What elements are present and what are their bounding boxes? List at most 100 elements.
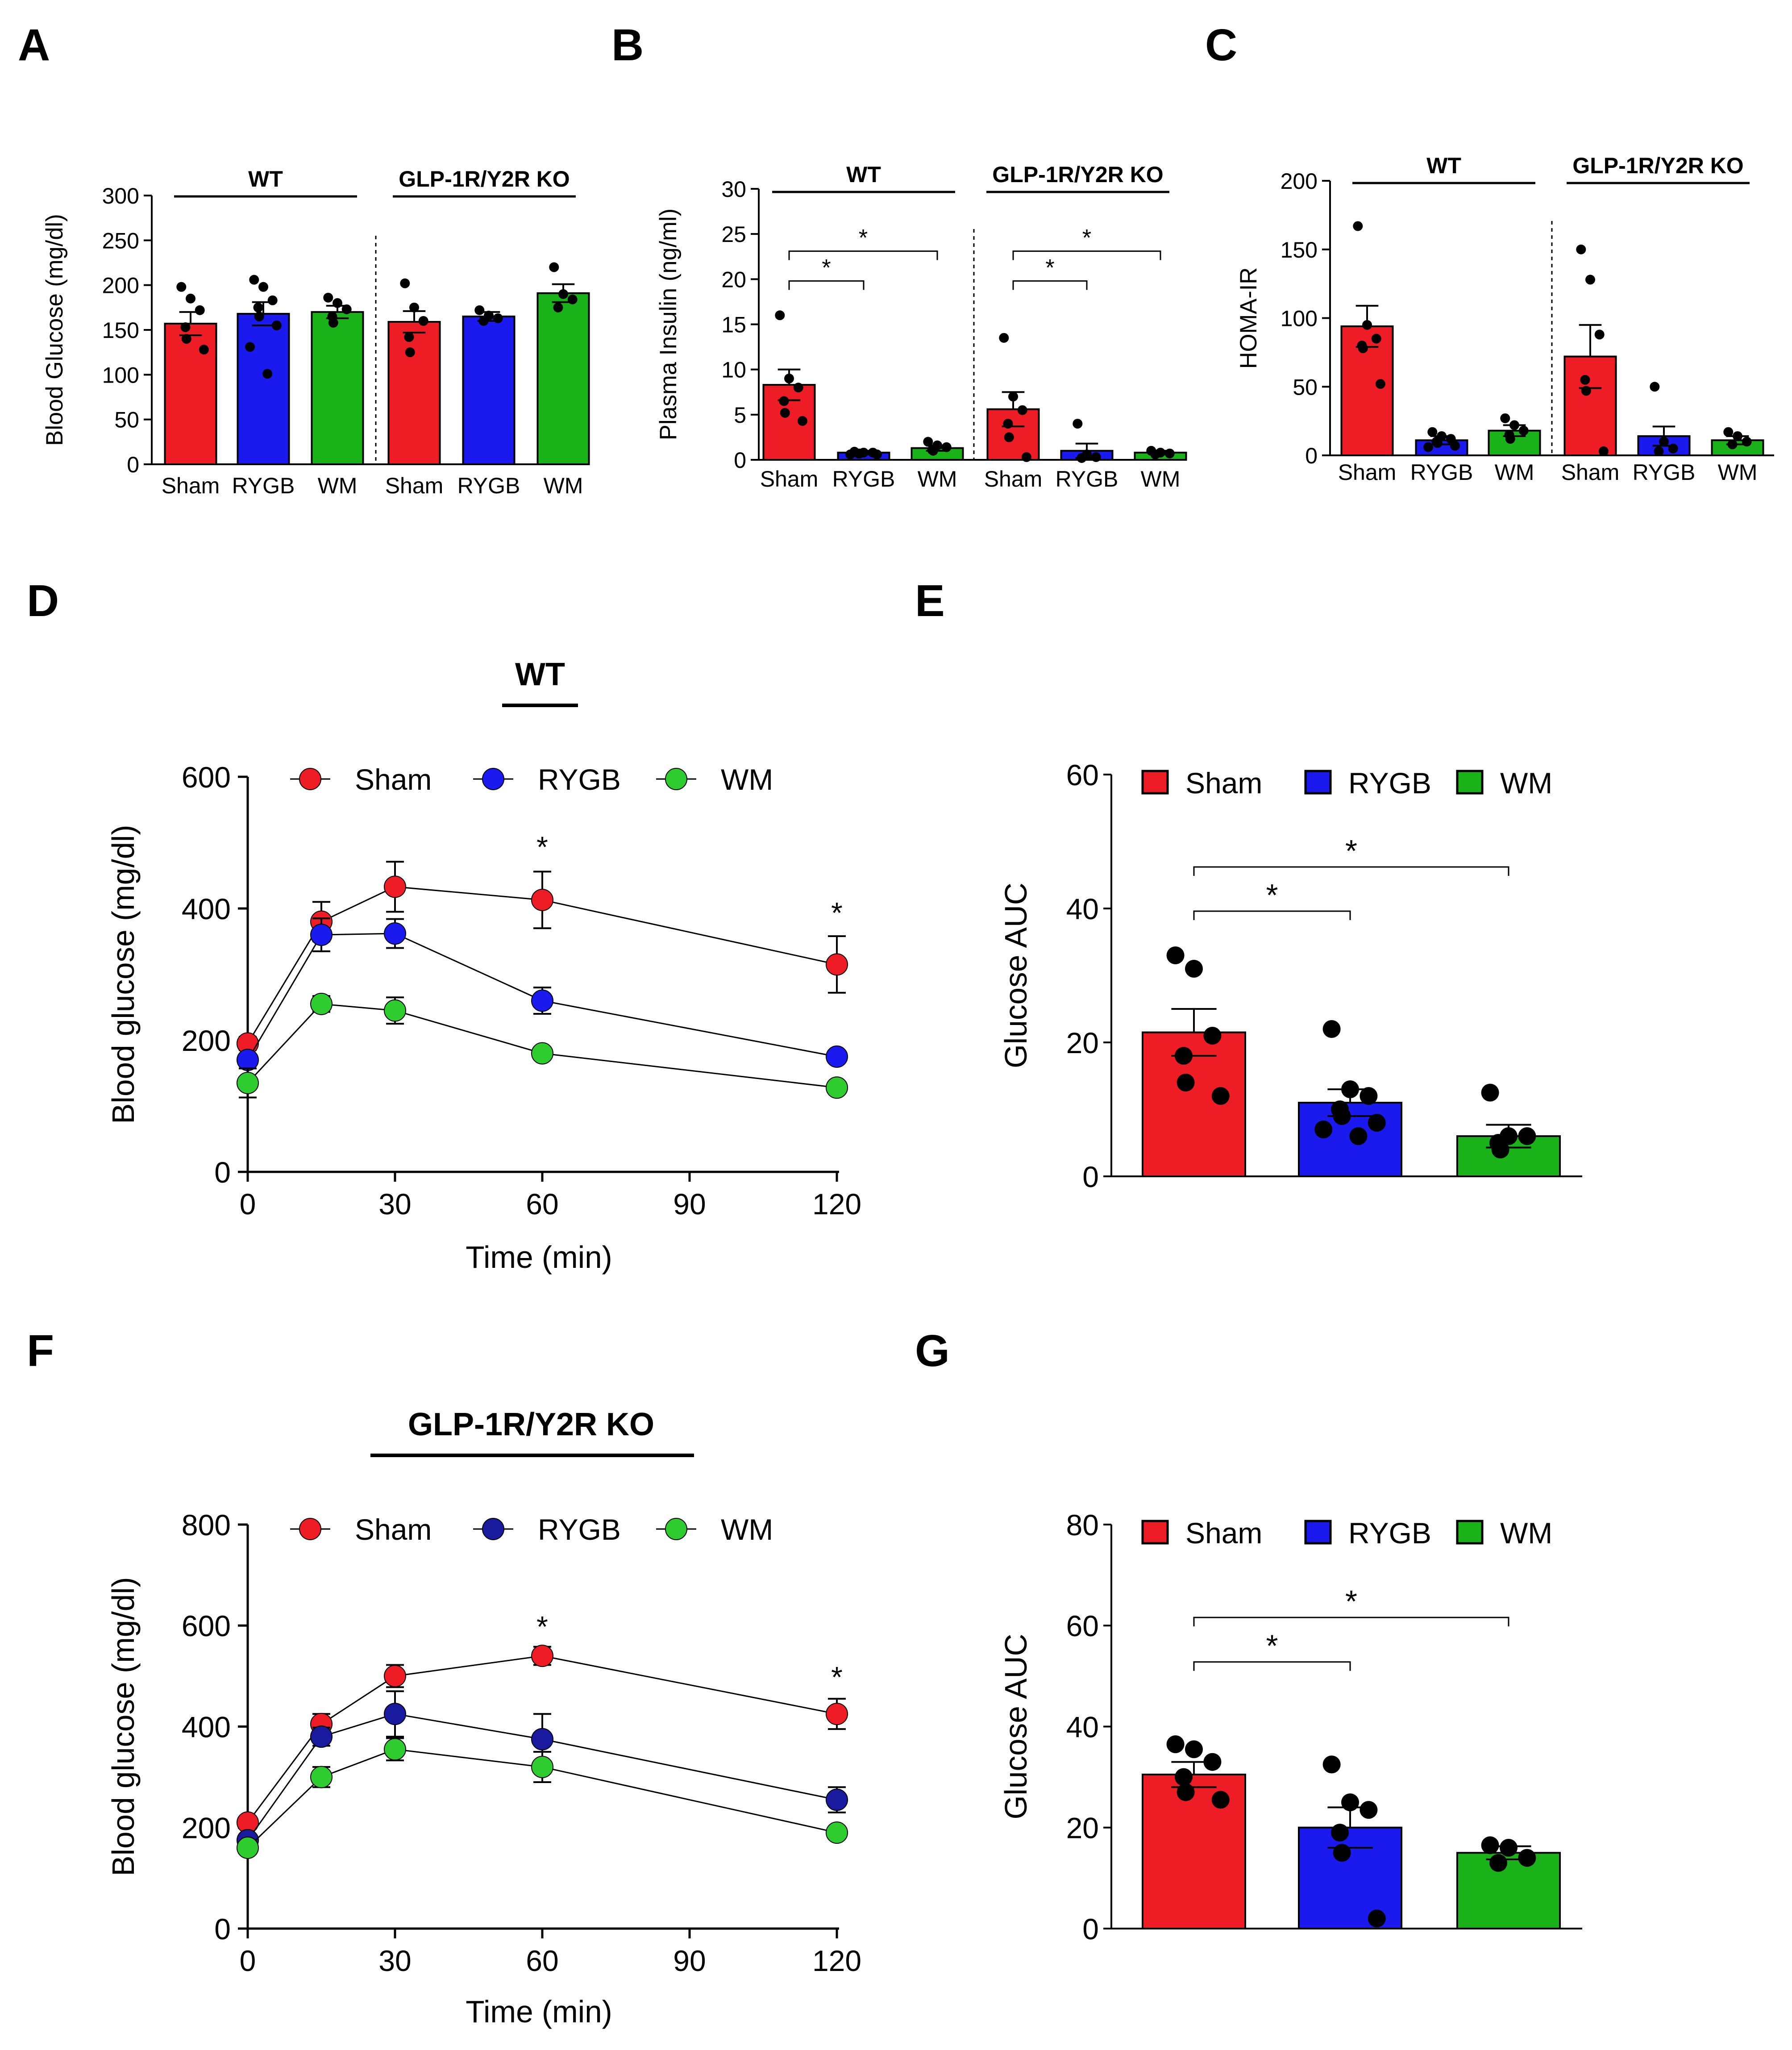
data-point [1489, 1854, 1507, 1872]
data-point [854, 448, 865, 458]
data-point [531, 888, 553, 911]
category-label: RYGB [832, 467, 895, 492]
y-tick-label: 600 [182, 1609, 231, 1642]
x-axis-label: Time (min) [466, 1240, 612, 1275]
group-label: GLP-1R/Y2R KO [992, 162, 1163, 187]
data-point [237, 1837, 259, 1859]
legend-marker [482, 1518, 504, 1540]
data-point [245, 342, 255, 352]
data-point [384, 875, 406, 898]
panel-G: G 0 20 40 60 80 Glucose AUC * * Sham RYGB WM [915, 1326, 1582, 1946]
data-point [310, 992, 333, 1015]
data-point [1017, 405, 1027, 415]
significance-star: * [859, 225, 868, 251]
legend-swatch [1141, 1520, 1169, 1545]
data-point [1003, 419, 1013, 429]
category-label: RYGB [1056, 467, 1118, 492]
chart-title: GLP-1R/Y2R KO [408, 1407, 654, 1442]
y-axis-label: HOMA-IR [1235, 267, 1262, 369]
category-label: Sham [1338, 460, 1397, 485]
data-point [409, 302, 419, 312]
data-point [1150, 449, 1160, 459]
x-tick-label: 0 [240, 1944, 256, 1977]
y-tick-label: 40 [1066, 892, 1099, 925]
legend-swatch [1304, 770, 1332, 795]
group-label: WT [248, 167, 283, 192]
data-point [826, 953, 848, 976]
panel-label: F [27, 1326, 54, 1376]
data-point [531, 1756, 553, 1778]
data-point [1349, 1127, 1368, 1145]
x-tick-label: 120 [812, 1188, 861, 1221]
data-point [333, 298, 342, 308]
x-tick-label: 0 [240, 1188, 256, 1221]
significance-bracket [1193, 866, 1509, 876]
category-label: RYGB [1410, 460, 1473, 485]
data-point [531, 1645, 553, 1667]
y-axis-label: Glucose AUC [998, 883, 1033, 1068]
legend-label: Sham [355, 1513, 432, 1546]
panel-B: B 0 5 10 15 20 25 30 Plasma Insulin (ng/ml) WT GLP… [611, 20, 1187, 492]
bar-wm [536, 292, 590, 466]
data-point [784, 373, 794, 383]
data-point [1177, 1783, 1195, 1801]
panel-A: A 0 50 100 150 200 250 300 Blood Glucose (mg/dl)… [18, 20, 590, 498]
y-tick-label: 0 [734, 448, 746, 473]
data-point [310, 924, 333, 946]
category-label: WM [918, 467, 957, 492]
significance-bracket [788, 250, 938, 260]
significance-bracket [1193, 1661, 1351, 1671]
data-point [941, 442, 952, 452]
x-tick-label: 30 [378, 1944, 411, 1977]
y-tick-label: 30 [721, 177, 746, 202]
data-point [195, 305, 205, 315]
significance-star: * [1045, 254, 1054, 281]
data-point [384, 1703, 406, 1725]
data-point [1175, 1047, 1193, 1065]
significance-star: * [831, 1660, 843, 1693]
x-tick-label: 90 [673, 1944, 706, 1977]
y-tick-label: 0 [1082, 1912, 1099, 1946]
series-rygb [237, 917, 848, 1071]
data-point [310, 1725, 333, 1748]
group-label: WT [1426, 153, 1461, 178]
significance-star: * [1266, 878, 1278, 912]
data-point [558, 289, 568, 299]
legend-label: RYGB [538, 1513, 621, 1546]
data-point [249, 275, 259, 285]
y-tick-label: 100 [102, 362, 139, 388]
legend-swatch [1456, 1520, 1484, 1545]
data-point [1341, 1080, 1359, 1098]
series-wm [237, 992, 848, 1099]
data-point [1733, 431, 1742, 441]
data-point [1500, 1839, 1518, 1857]
data-point [478, 316, 489, 326]
category-label: WM [318, 473, 358, 498]
legend-marker [482, 768, 504, 790]
y-axis-label: Blood Glucose (mg/dl) [42, 214, 68, 446]
y-tick-label: 250 [102, 228, 139, 253]
y-tick-label: 150 [1281, 238, 1318, 262]
data-point [928, 446, 938, 456]
y-tick-label: 0 [214, 1912, 231, 1946]
bar-wm [1456, 1852, 1561, 1929]
data-point [872, 449, 882, 459]
data-point [237, 1049, 259, 1071]
data-point [262, 369, 273, 379]
data-point [1668, 443, 1678, 454]
data-point [531, 1728, 553, 1750]
category-label: Sham [162, 473, 220, 498]
y-tick-label: 15 [721, 312, 746, 338]
data-point [1360, 1801, 1378, 1819]
data-point [1073, 419, 1083, 429]
legend-marker [665, 1518, 687, 1540]
data-point [826, 1821, 848, 1844]
legend-label: Sham [1185, 767, 1262, 800]
legend-label: RYGB [1348, 1517, 1431, 1550]
bar-sham [1142, 1031, 1246, 1177]
data-point [1004, 432, 1014, 442]
x-axis-label: Time (min) [466, 1994, 612, 2029]
panel-label: A [18, 20, 50, 70]
data-point [1333, 1107, 1351, 1125]
